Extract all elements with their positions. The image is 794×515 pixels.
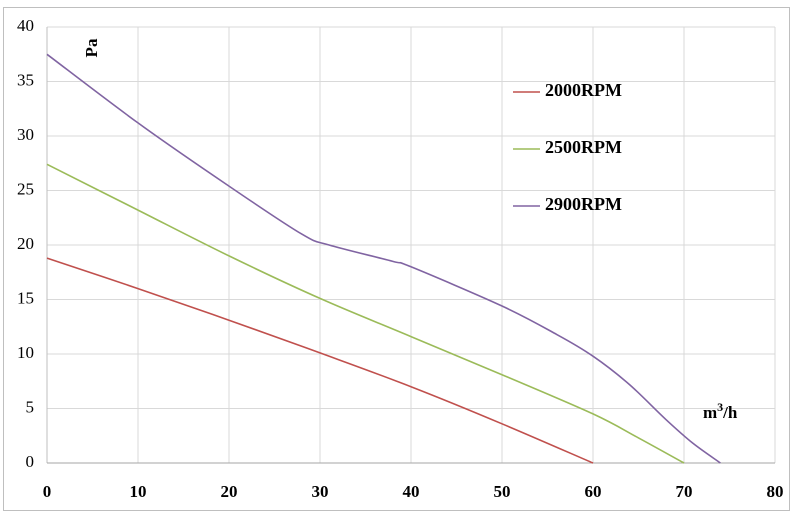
series-line-2500rpm <box>46 163 685 464</box>
x-tick-label: 0 <box>43 482 52 501</box>
y-tick-labels: 0 5 10 15 20 25 30 35 40 <box>17 16 34 471</box>
x-axis-unit-prefix: m <box>703 403 717 422</box>
x-tick-labels: 0 10 20 30 40 50 60 70 80 <box>43 482 784 501</box>
y-tick-label: 10 <box>17 343 34 362</box>
y-tick-label: 25 <box>17 179 34 198</box>
x-axis-unit-suffix: /h <box>722 403 738 422</box>
x-axis-unit-label: m3/h <box>703 400 738 422</box>
x-tick-label: 60 <box>585 482 602 501</box>
legend-label-2000rpm: 2000RPM <box>545 80 622 100</box>
x-tick-label: 40 <box>403 482 420 501</box>
x-axis-unit-superscript: 3 <box>717 400 723 414</box>
x-tick-label: 20 <box>221 482 238 501</box>
y-tick-label: 40 <box>17 16 34 35</box>
legend-label-2500rpm: 2500RPM <box>545 137 622 157</box>
x-tick-label: 70 <box>676 482 693 501</box>
y-tick-label: 5 <box>26 397 35 416</box>
series-line-2900rpm <box>46 53 721 464</box>
y-tick-label: 35 <box>17 70 34 89</box>
y-tick-label: 0 <box>26 452 35 471</box>
x-tick-label: 10 <box>130 482 147 501</box>
series-lines <box>46 53 721 464</box>
axes <box>46 27 775 464</box>
gridlines <box>47 26 776 463</box>
y-tick-label: 15 <box>17 288 34 307</box>
series-line-2000rpm <box>46 257 594 464</box>
y-tick-label: 30 <box>17 125 34 144</box>
y-tick-label: 20 <box>17 234 34 253</box>
x-tick-label: 50 <box>494 482 511 501</box>
legend-label-2900rpm: 2900RPM <box>545 194 622 214</box>
y-axis-unit-label: Pa <box>82 38 101 57</box>
legend: 2000RPM 2500RPM 2900RPM <box>513 80 622 214</box>
x-tick-label: 80 <box>767 482 784 501</box>
chart-border <box>3 7 790 511</box>
x-tick-label: 30 <box>312 482 329 501</box>
